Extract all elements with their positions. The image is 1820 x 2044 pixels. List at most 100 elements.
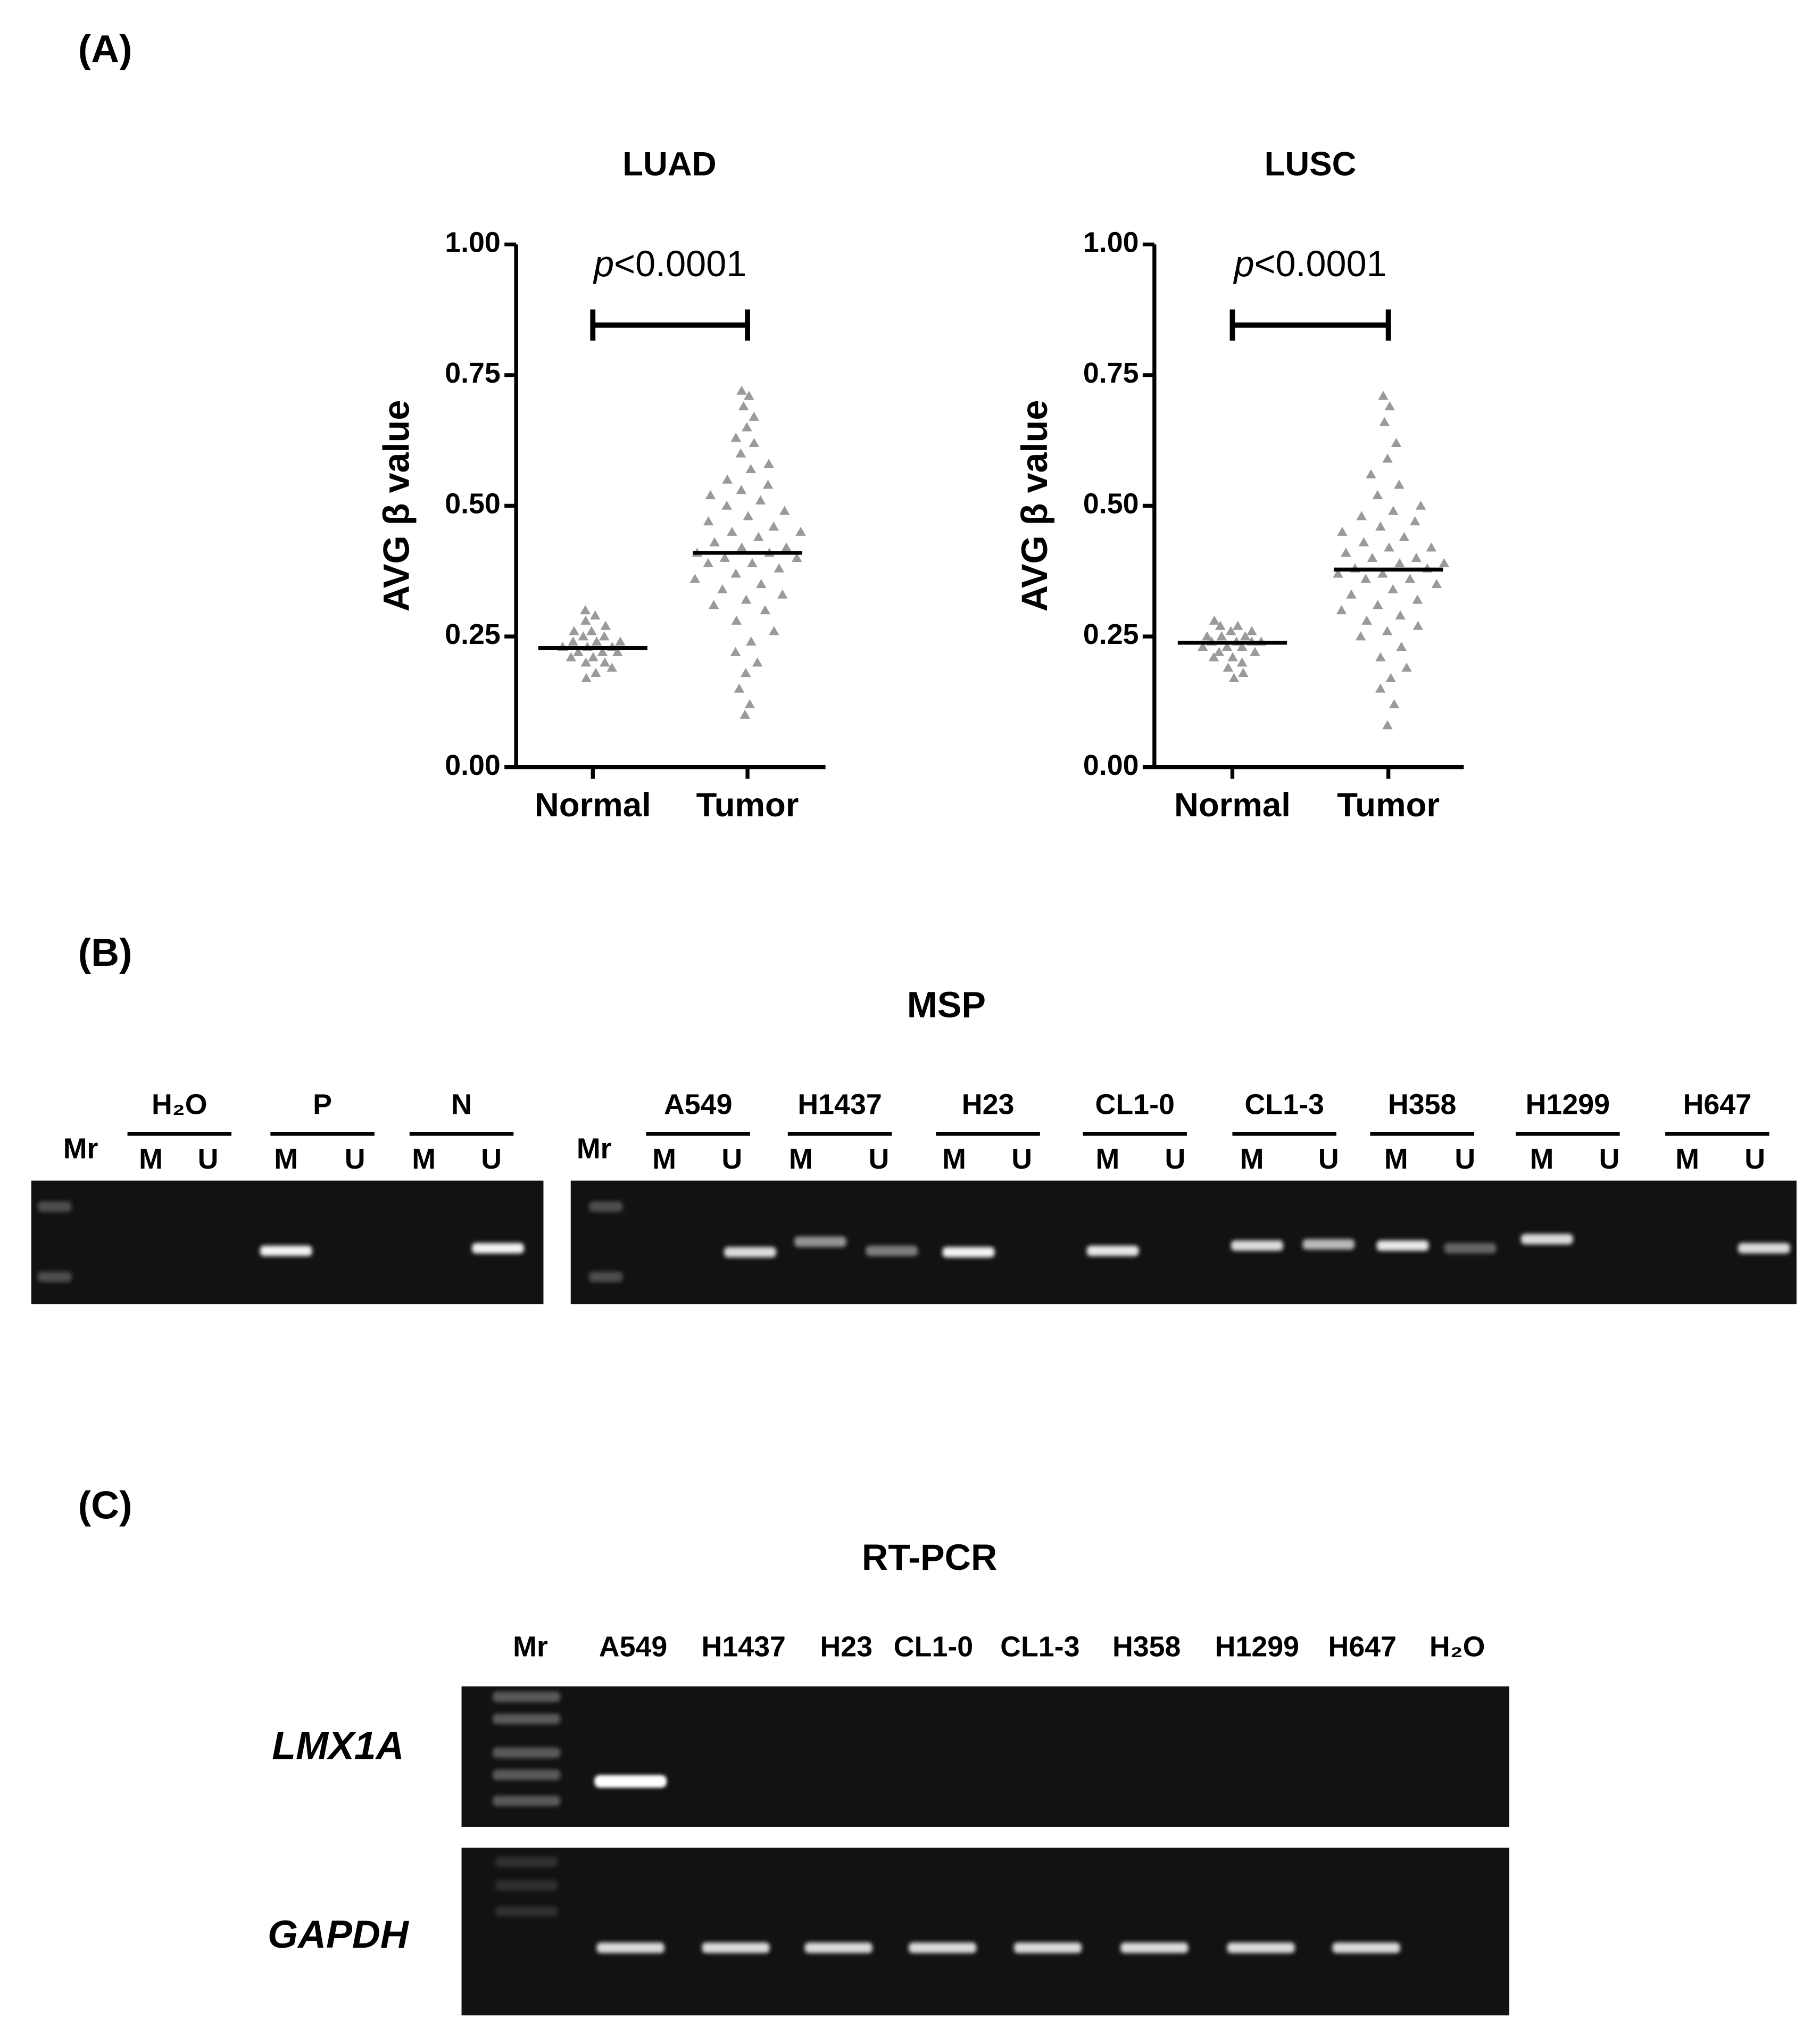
- gel-band: [1086, 1245, 1139, 1256]
- data-point: [744, 391, 754, 400]
- data-point: [730, 568, 741, 578]
- ladder-band: [588, 1201, 623, 1212]
- data-point: [738, 401, 749, 411]
- chart-title: LUAD: [622, 145, 716, 183]
- data-point: [1411, 552, 1422, 562]
- ladder-band: [37, 1271, 72, 1282]
- ladder-band: [37, 1201, 72, 1212]
- row-label: GAPDH: [268, 1913, 410, 1956]
- panel-label: (C): [78, 1484, 132, 1527]
- annotation: p<0.0001: [593, 244, 746, 284]
- data-point: [1378, 391, 1389, 400]
- data-point: [768, 521, 779, 531]
- data-point: [1426, 542, 1437, 552]
- y-tick-label: 0.00: [1083, 749, 1139, 781]
- data-point: [736, 385, 747, 395]
- lane-label: M: [139, 1143, 163, 1175]
- y-tick-label: 0.50: [1083, 488, 1139, 520]
- gel-band: [1013, 1942, 1082, 1953]
- data-point: [719, 552, 730, 562]
- lane-label: U: [1744, 1143, 1765, 1175]
- data-point: [769, 626, 779, 635]
- data-point: [703, 516, 714, 526]
- data-point: [586, 626, 597, 635]
- data-point: [1236, 641, 1248, 651]
- data-point: [1382, 453, 1393, 463]
- sample-label: H1299: [1526, 1089, 1610, 1121]
- data-point: [589, 610, 601, 620]
- sample-label: H₂O: [152, 1089, 207, 1121]
- ladder-band: [493, 1747, 561, 1758]
- gel-band: [942, 1247, 995, 1257]
- data-point: [774, 563, 785, 573]
- data-point: [763, 459, 774, 468]
- sample-label: A549: [664, 1089, 732, 1121]
- lane-label: Mr: [513, 1631, 548, 1662]
- data-point: [752, 657, 763, 667]
- data-point: [709, 537, 720, 547]
- gel-band: [1231, 1240, 1283, 1251]
- data-point: [1373, 600, 1383, 609]
- data-point: [705, 490, 716, 500]
- data-point: [615, 636, 626, 646]
- gel-band: [1738, 1243, 1790, 1254]
- data-point: [580, 657, 592, 667]
- data-point: [1431, 579, 1442, 589]
- gel-band: [1227, 1942, 1295, 1953]
- sample-label: H23: [962, 1089, 1015, 1121]
- data-point: [1346, 589, 1357, 599]
- lane-label: CL1-0: [894, 1631, 973, 1662]
- x-tick-label: Tumor: [1337, 786, 1440, 824]
- ladder-label: Mr: [63, 1133, 98, 1165]
- lane-label: H1437: [702, 1631, 786, 1662]
- gel-band: [1302, 1239, 1355, 1250]
- data-point: [1377, 568, 1388, 578]
- data-point: [1384, 401, 1395, 411]
- x-tick-label: Normal: [1174, 786, 1291, 824]
- data-point: [762, 479, 774, 489]
- lane-label: M: [1096, 1143, 1120, 1175]
- data-point: [1394, 558, 1405, 567]
- lane-label: M: [274, 1143, 298, 1175]
- gel-band: [472, 1243, 524, 1254]
- data-point: [1439, 558, 1450, 567]
- data-point: [1221, 641, 1233, 651]
- x-tick-label: Tumor: [696, 786, 799, 824]
- y-tick-label: 1.00: [1083, 227, 1139, 259]
- data-point: [1384, 542, 1394, 552]
- y-tick-label: 0.75: [1083, 357, 1139, 389]
- data-point: [1409, 516, 1420, 526]
- data-point: [612, 647, 623, 656]
- data-point: [1382, 720, 1393, 730]
- x-tick-label: Normal: [535, 786, 651, 824]
- data-point: [1202, 631, 1212, 641]
- data-point: [1355, 631, 1366, 641]
- data-point: [689, 574, 701, 583]
- data-point: [792, 552, 802, 562]
- data-point: [600, 657, 610, 667]
- lane-label: A549: [599, 1631, 668, 1662]
- data-point: [578, 631, 589, 641]
- ladder-band: [495, 1880, 558, 1891]
- data-point: [1209, 615, 1220, 625]
- data-point: [568, 636, 578, 646]
- lane-label: M: [1240, 1143, 1264, 1175]
- sample-label: CL1-3: [1245, 1089, 1324, 1121]
- data-point: [1387, 584, 1399, 593]
- y-axis-label: AVG β value: [376, 400, 417, 612]
- gel-band: [1444, 1243, 1497, 1254]
- data-point: [795, 526, 806, 536]
- data-point: [755, 495, 766, 504]
- data-point: [1375, 521, 1386, 531]
- data-point: [781, 542, 792, 552]
- data-point: [591, 668, 601, 677]
- gel-band: [866, 1245, 918, 1256]
- sample-label: H358: [1388, 1089, 1456, 1121]
- data-point: [573, 647, 584, 656]
- data-point: [740, 668, 751, 677]
- lane-label: U: [1455, 1143, 1475, 1175]
- lane-label: H1299: [1215, 1631, 1299, 1662]
- gel-band: [595, 1776, 666, 1787]
- data-point: [1375, 652, 1386, 661]
